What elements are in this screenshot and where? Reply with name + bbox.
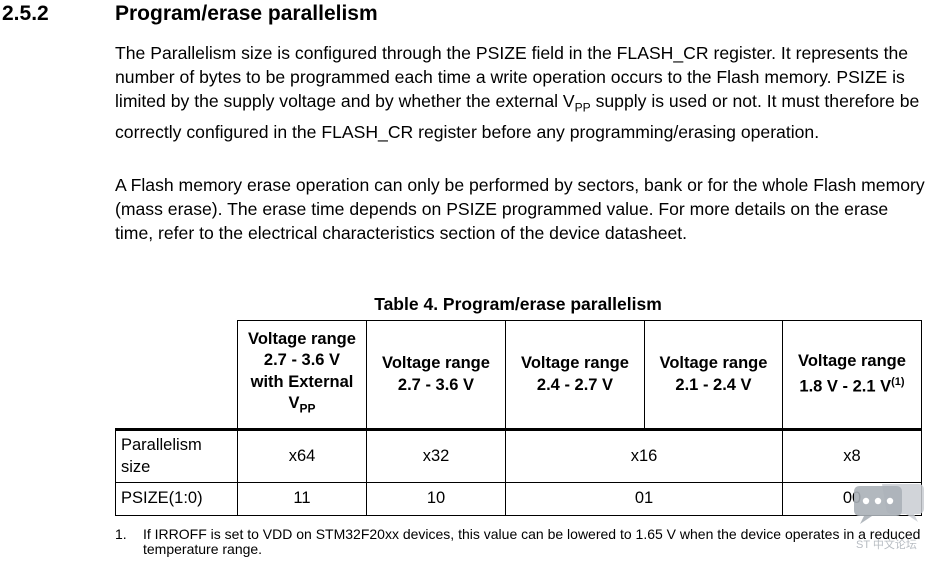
parallelism-table: Voltage range 2.7 - 3.6 V with External … bbox=[115, 320, 922, 516]
header-range: 2.4 - 2.7 V bbox=[536, 375, 614, 394]
paragraph1-subscript: PP bbox=[574, 100, 591, 115]
section-number: 2.5.2 bbox=[2, 2, 49, 25]
header-range: 2.1 - 2.4 V bbox=[675, 375, 752, 394]
header-label: Voltage range bbox=[659, 354, 768, 372]
header-range: 1.8 V - 2.1 V bbox=[799, 377, 892, 396]
header-range: 2.7 - 3.6 V bbox=[397, 375, 475, 394]
header-range: 2.7 - 3.6 V bbox=[263, 351, 341, 370]
footnote-number: 1. bbox=[115, 526, 127, 542]
header-label-ext: with External bbox=[250, 372, 354, 391]
paragraph-parallelism-size: The Parallelism size is configured throu… bbox=[115, 41, 927, 144]
watermark-text: ST 中文论坛 bbox=[856, 539, 917, 551]
table-row-psize: PSIZE(1:0) 11 10 01 00 bbox=[115, 482, 922, 516]
header-vpp-subscript: PP bbox=[299, 401, 316, 416]
header-voltage-24-27: Voltage range 2.4 - 2.7 V bbox=[505, 320, 645, 431]
paragraph1-text-b: supply is used or not. It must therefore… bbox=[115, 91, 920, 142]
row-label-parallelism-size: Parallelism size bbox=[115, 429, 238, 483]
paragraph-erase-operation: A Flash memory erase operation can only … bbox=[115, 175, 925, 243]
cell-x32: x32 bbox=[366, 429, 506, 483]
header-label: Voltage range bbox=[521, 354, 629, 372]
table-corner-cell bbox=[115, 320, 238, 431]
header-voltage-18-21: Voltage range 1.8 V - 2.1 V(1) bbox=[782, 320, 922, 431]
cell-x16: x16 bbox=[505, 429, 783, 483]
cell-psize-01: 01 bbox=[505, 482, 783, 516]
table-header-row: Voltage range 2.7 - 3.6 V with External … bbox=[115, 320, 922, 431]
row-label-line2: size bbox=[121, 457, 151, 476]
section-title: Program/erase parallelism bbox=[115, 2, 378, 25]
cell-psize-10: 10 bbox=[366, 482, 506, 516]
cell-x8: x8 bbox=[782, 429, 922, 483]
table-title: Table 4. Program/erase parallelism bbox=[374, 294, 662, 314]
footnote-reference: (1) bbox=[891, 376, 905, 389]
header-voltage-21-24: Voltage range 2.1 - 2.4 V bbox=[644, 320, 783, 431]
chat-bubble-icon bbox=[854, 484, 924, 524]
header-label: Voltage range bbox=[798, 351, 906, 370]
footnote-text: If IRROFF is set to VDD on STM32F20xx de… bbox=[143, 526, 921, 557]
header-voltage-ext-vpp: Voltage range 2.7 - 3.6 V with External … bbox=[237, 320, 367, 431]
cell-x64: x64 bbox=[237, 429, 367, 483]
row-label-line1: Parallelism bbox=[121, 436, 202, 454]
paragraph1-text-a: The Parallelism size is configured throu… bbox=[115, 43, 909, 111]
header-label: Voltage range bbox=[382, 354, 490, 372]
header-vpp: V bbox=[288, 394, 300, 413]
table-row-parallelism-size: Parallelism size x64 x32 x16 x8 bbox=[115, 429, 922, 483]
row-label-psize: PSIZE(1:0) bbox=[115, 482, 238, 516]
header-voltage-27-36: Voltage range 2.7 - 3.6 V bbox=[366, 320, 506, 431]
header-label: Voltage range bbox=[248, 329, 356, 348]
cell-psize-11: 11 bbox=[237, 482, 367, 516]
